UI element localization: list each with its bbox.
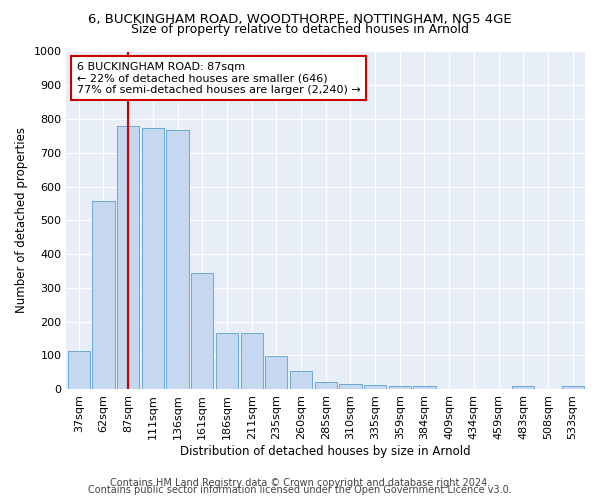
Text: 6 BUCKINGHAM ROAD: 87sqm
← 22% of detached houses are smaller (646)
77% of semi-: 6 BUCKINGHAM ROAD: 87sqm ← 22% of detach… (77, 62, 361, 95)
Bar (314, 382, 337, 389)
Bar (68, 352, 90, 389)
Bar (142, 128, 164, 389)
Text: Contains HM Land Registry data © Crown copyright and database right 2024.: Contains HM Land Registry data © Crown c… (110, 478, 490, 488)
Bar (241, 334, 263, 389)
Text: Contains public sector information licensed under the Open Government Licence v3: Contains public sector information licen… (88, 485, 512, 495)
Bar (166, 130, 188, 389)
Bar (512, 386, 535, 389)
Bar (389, 386, 411, 389)
Bar (413, 386, 436, 389)
Text: Size of property relative to detached houses in Arnold: Size of property relative to detached ho… (131, 22, 469, 36)
Y-axis label: Number of detached properties: Number of detached properties (15, 128, 28, 314)
Bar (92, 200, 115, 389)
Bar (265, 356, 287, 389)
Bar (339, 384, 362, 389)
Bar (216, 334, 238, 389)
Text: 6, BUCKINGHAM ROAD, WOODTHORPE, NOTTINGHAM, NG5 4GE: 6, BUCKINGHAM ROAD, WOODTHORPE, NOTTINGH… (88, 12, 512, 26)
X-axis label: Distribution of detached houses by size in Arnold: Distribution of detached houses by size … (181, 444, 471, 458)
Bar (191, 274, 214, 389)
Bar (562, 386, 584, 389)
Bar (290, 371, 312, 389)
Bar (364, 384, 386, 389)
Bar (117, 126, 139, 389)
